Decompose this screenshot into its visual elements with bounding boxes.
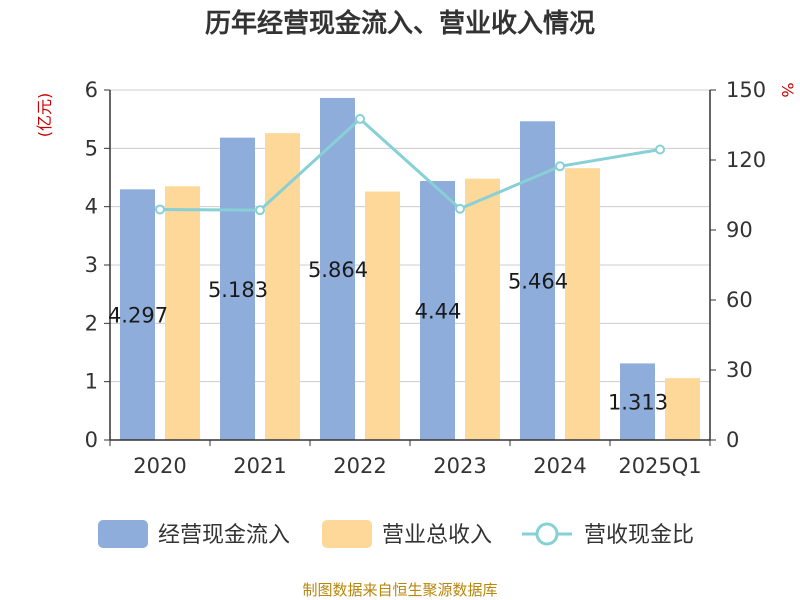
cash-inflow-data-label: 5.464 xyxy=(508,270,568,294)
left-axis-tick-label: 3 xyxy=(85,253,98,277)
cash-inflow-bar xyxy=(120,189,155,440)
left-axis-tick-label: 5 xyxy=(85,136,98,160)
right-axis-tick-label: 60 xyxy=(726,288,753,312)
x-axis-tick-label: 2022 xyxy=(333,454,386,478)
right-axis-tick-label: 30 xyxy=(726,358,753,382)
cash-revenue-ratio-point xyxy=(355,113,365,124)
x-axis-tick-label: 2021 xyxy=(233,454,286,478)
cash-inflow-data-label: 4.44 xyxy=(415,300,462,324)
x-axis-tick-label: 2020 xyxy=(133,454,186,478)
cash-revenue-ratio-point xyxy=(655,144,665,155)
bar-labels: 4.297 5.183 5.864 4.44 5.464 1.313 xyxy=(108,258,668,415)
cash-inflow-data-label: 5.183 xyxy=(208,278,268,302)
left-axis-tick-label: 1 xyxy=(85,370,98,394)
legend-label-revenue: 营业总收入 xyxy=(382,523,492,548)
line-series xyxy=(155,113,665,216)
cash-revenue-ratio-point xyxy=(555,161,565,172)
bar-series xyxy=(120,97,700,441)
right-axis-tick-label: 0 xyxy=(726,428,739,452)
source-note: 制图数据来自恒生聚源数据库 xyxy=(302,581,497,599)
revenue-bar xyxy=(565,168,600,440)
right-axis-unit: % xyxy=(778,82,797,97)
left-axis-tick-label: 0 xyxy=(85,428,98,452)
legend-swatch-ratio-marker xyxy=(535,522,559,546)
left-axis-tick-label: 4 xyxy=(85,195,98,219)
cash-inflow-data-label: 1.313 xyxy=(608,391,668,415)
revenue-bar xyxy=(165,186,200,440)
x-axis-tick-label: 2025Q1 xyxy=(618,454,701,478)
left-axis-tick-label: 6 xyxy=(85,78,98,102)
revenue-bar xyxy=(665,378,700,440)
revenue-bar xyxy=(465,178,500,440)
grid-lines xyxy=(110,89,710,383)
x-axis-tick-label: 2024 xyxy=(533,454,586,478)
legend-label-ratio: 营收现金比 xyxy=(584,523,694,548)
left-axis-unit: (亿元) xyxy=(35,93,54,138)
chart-title: 历年经营现金流入、营业收入情况 xyxy=(205,8,595,39)
right-axis-tick-label: 90 xyxy=(726,218,753,242)
legend: 经营现金流入 营业总收入 营收现金比 xyxy=(98,520,694,548)
revenue-bar xyxy=(365,191,400,440)
cash-inflow-data-label: 5.864 xyxy=(308,258,368,282)
left-axis-tick-label: 2 xyxy=(85,311,98,335)
cash-inflow-bar xyxy=(220,137,255,441)
cash-inflow-bar xyxy=(620,363,655,440)
cash-revenue-ratio-point xyxy=(455,203,465,214)
x-axis-tick-label: 2023 xyxy=(433,454,486,478)
legend-label-cash-inflow: 经营现金流入 xyxy=(158,523,290,548)
cash-inflow-bar xyxy=(420,181,455,440)
cash-inflow-data-label: 4.297 xyxy=(108,304,168,328)
cash-revenue-ratio-line xyxy=(159,116,661,212)
revenue-bar xyxy=(265,133,300,440)
cash-revenue-ratio-point xyxy=(255,205,265,216)
cash-inflow-bar xyxy=(320,97,355,440)
right-axis-tick-label: 120 xyxy=(726,148,766,172)
cash-revenue-ratio-point xyxy=(155,204,165,215)
right-axis-tick-label: 150 xyxy=(726,78,766,102)
legend-swatch-revenue xyxy=(322,520,372,548)
legend-swatch-cash-inflow xyxy=(98,520,148,548)
